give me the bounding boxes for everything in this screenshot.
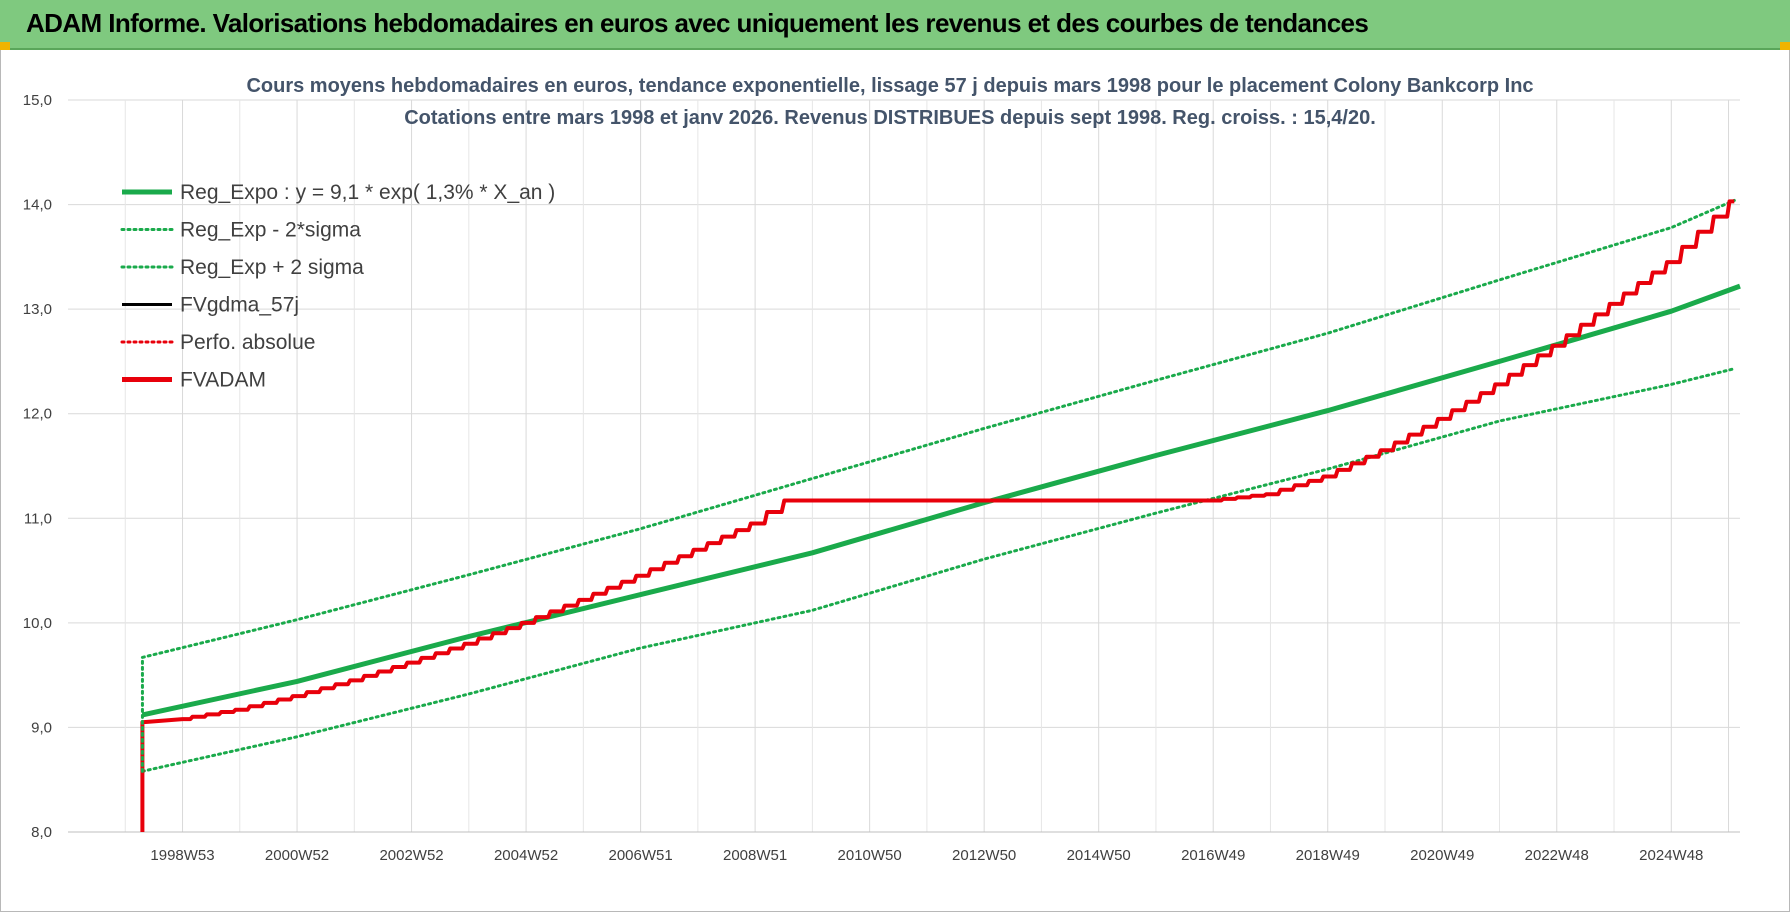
chart-title: Cours moyens hebdomadaires en euros, ten… bbox=[246, 75, 1533, 97]
legend-label: FVADAM bbox=[180, 369, 266, 392]
x-tick-label: 2008W51 bbox=[723, 847, 787, 864]
y-tick-label: 13,0 bbox=[23, 301, 52, 318]
chart-subtitle: Cotations entre mars 1998 et janv 2026. … bbox=[404, 107, 1376, 129]
legend-label: Reg_Exp + 2 sigma bbox=[180, 256, 364, 279]
x-tick-label: 2004W52 bbox=[494, 847, 558, 864]
y-tick-label: 15,0 bbox=[23, 92, 52, 109]
legend-label: Perfo. absolue bbox=[180, 331, 315, 354]
x-tick-label: 1998W53 bbox=[150, 847, 214, 864]
y-tick-label: 11,0 bbox=[24, 510, 52, 527]
corner-marker-right bbox=[1780, 42, 1790, 50]
legend-label: FVgdma_57j bbox=[180, 294, 299, 317]
header-banner: ADAM Informe. Valorisations hebdomadaire… bbox=[0, 0, 1790, 50]
x-tick-label: 2010W50 bbox=[838, 847, 902, 864]
series-line-1 bbox=[140, 367, 1736, 773]
y-axis-ticks: 8,0 9,0 10,0 11,0 12,0 13,0 14,0 15,0 bbox=[23, 92, 52, 841]
y-tick-label: 10,0 bbox=[23, 615, 52, 632]
legend-label: Reg_Exp - 2*sigma bbox=[180, 219, 361, 242]
legend: Reg_Expo : y = 9,1 * exp( 1,3% * X_an ) R… bbox=[120, 181, 555, 392]
series-lines bbox=[140, 198, 1741, 832]
x-tick-label: 2016W49 bbox=[1181, 847, 1245, 864]
x-tick-label: 2014W50 bbox=[1067, 847, 1131, 864]
grid bbox=[68, 99, 1740, 833]
x-tick-label: 2022W48 bbox=[1525, 847, 1589, 864]
series-line-5 bbox=[140, 199, 1735, 832]
x-tick-label: 2002W52 bbox=[379, 847, 443, 864]
legend-label: Reg_Expo : y = 9,1 * exp( 1,3% * X_an ) bbox=[180, 181, 555, 204]
y-tick-label: 14,0 bbox=[23, 197, 52, 214]
x-tick-label: 2012W50 bbox=[952, 847, 1016, 864]
y-tick-label: 8,0 bbox=[31, 824, 52, 841]
corner-marker-left bbox=[0, 42, 10, 50]
x-axis-ticks: 1998W53 2000W52 2002W52 2004W52 2006W51 2008W… bbox=[150, 847, 1703, 864]
x-tick-label: 2000W52 bbox=[265, 847, 329, 864]
series-line-2 bbox=[140, 198, 1736, 659]
x-tick-label: 2006W51 bbox=[608, 847, 672, 864]
y-tick-label: 12,0 bbox=[23, 406, 52, 423]
page-title: ADAM Informe. Valorisations hebdomadaire… bbox=[26, 8, 1369, 38]
x-tick-label: 2020W49 bbox=[1410, 847, 1474, 864]
x-tick-label: 2018W49 bbox=[1296, 847, 1360, 864]
y-tick-label: 9,0 bbox=[31, 719, 52, 736]
x-tick-label: 2024W48 bbox=[1639, 847, 1703, 864]
